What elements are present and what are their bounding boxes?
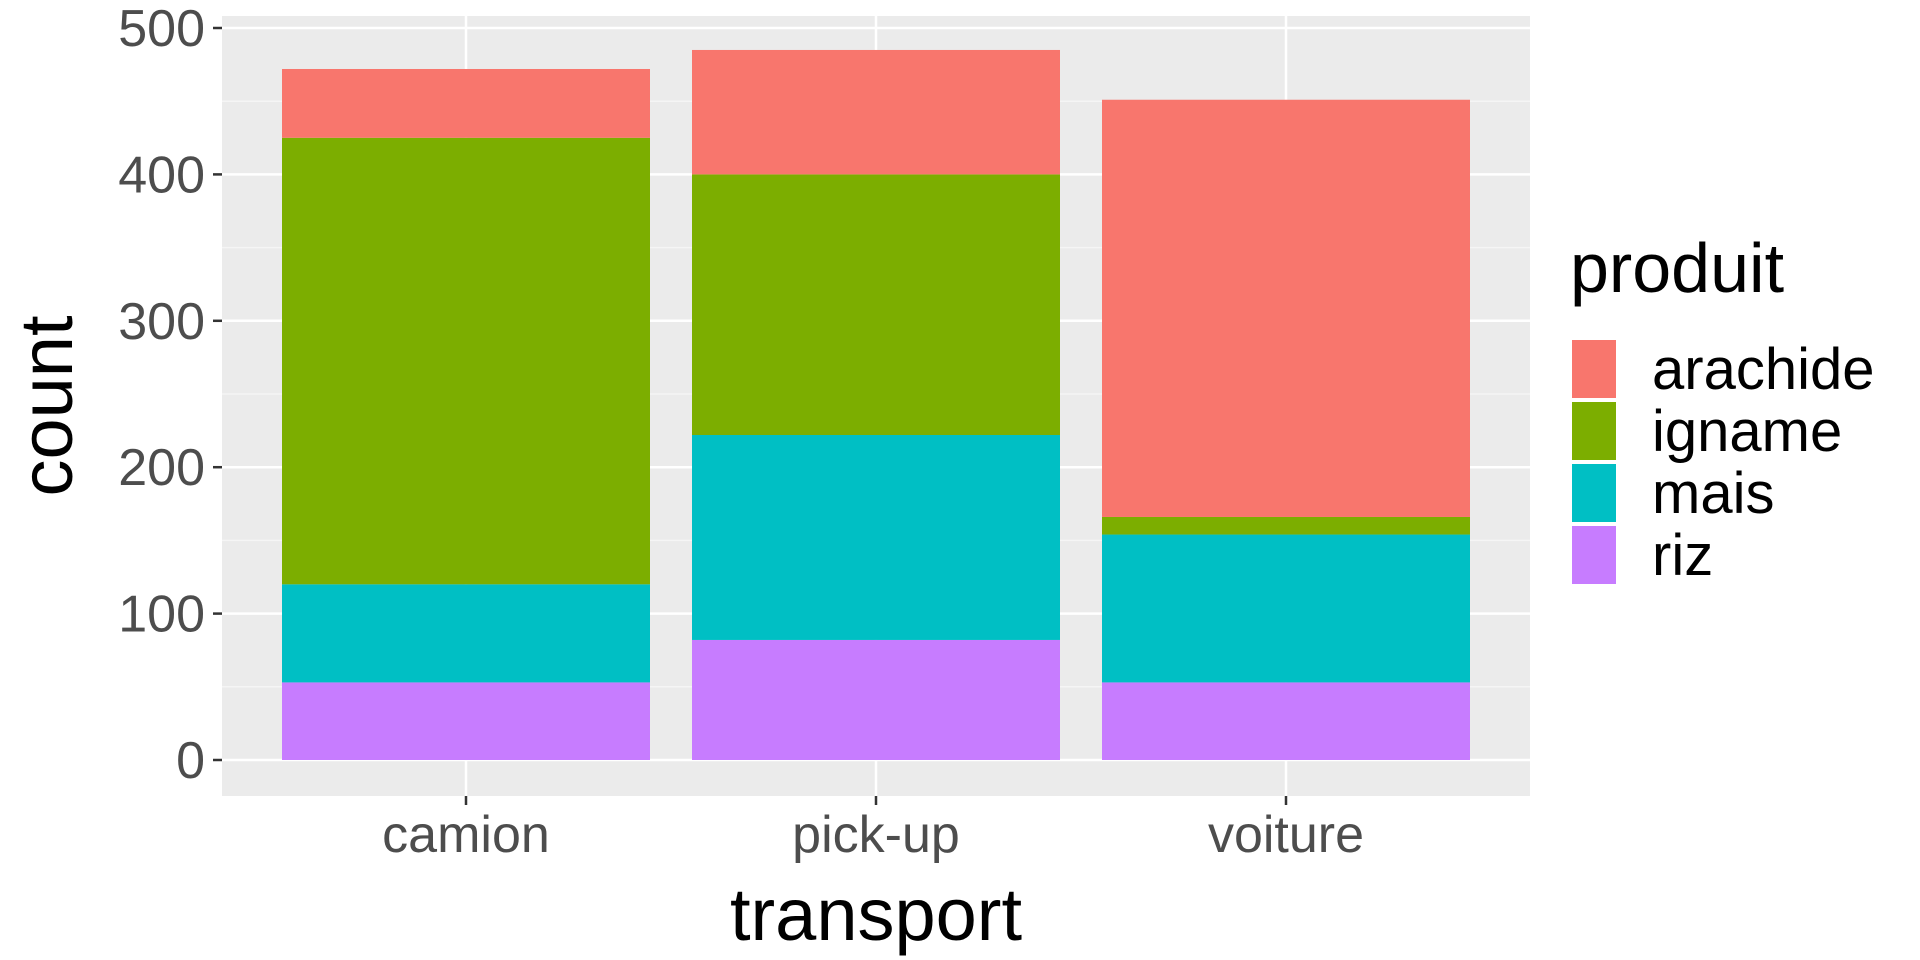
y-axis-title: count [5,315,88,496]
legend-title: produit [1570,229,1784,307]
legend-key-mais [1572,464,1616,522]
bar-segment-camion-mais [282,584,650,683]
bar-segment-camion-riz [282,682,650,760]
x-tick-label: camion [382,806,550,864]
bar-segment-voiture-riz [1102,682,1470,760]
legend-label-riz: riz [1652,523,1713,588]
legend-label-arachide: arachide [1652,337,1874,402]
bar-segment-camion-arachide [282,68,650,138]
bar-segment-camion-igname [282,137,650,585]
legend-label-mais: mais [1652,461,1774,526]
x-axis-title: transport [730,873,1022,956]
legend-key-arachide [1572,340,1616,398]
y-tick-label: 400 [118,146,205,204]
bar-segment-voiture-arachide [1102,99,1470,517]
y-tick-label: 0 [176,732,205,790]
y-tick-label: 300 [118,293,205,351]
axes: 0 100 200 300 400 500 camion pick-up voiture [118,0,1364,864]
bar-segment-pick-up-arachide [692,49,1060,175]
bar-segment-voiture-mais [1102,534,1470,683]
bar-segment-pick-up-riz [692,639,1060,760]
legend-label-igname: igname [1652,399,1842,464]
bar-segment-pick-up-igname [692,174,1060,435]
bar-segment-pick-up-mais [692,434,1060,640]
legend-key-riz [1572,526,1616,584]
y-tick-label: 200 [118,439,205,497]
y-tick-label: 500 [118,0,205,58]
x-tick-label: voiture [1208,806,1364,864]
bar-segment-voiture-igname [1102,516,1470,535]
bars [282,49,1470,760]
y-tick-label: 100 [118,586,205,644]
legend-key-igname [1572,402,1616,460]
x-tick-label: pick-up [792,806,960,864]
